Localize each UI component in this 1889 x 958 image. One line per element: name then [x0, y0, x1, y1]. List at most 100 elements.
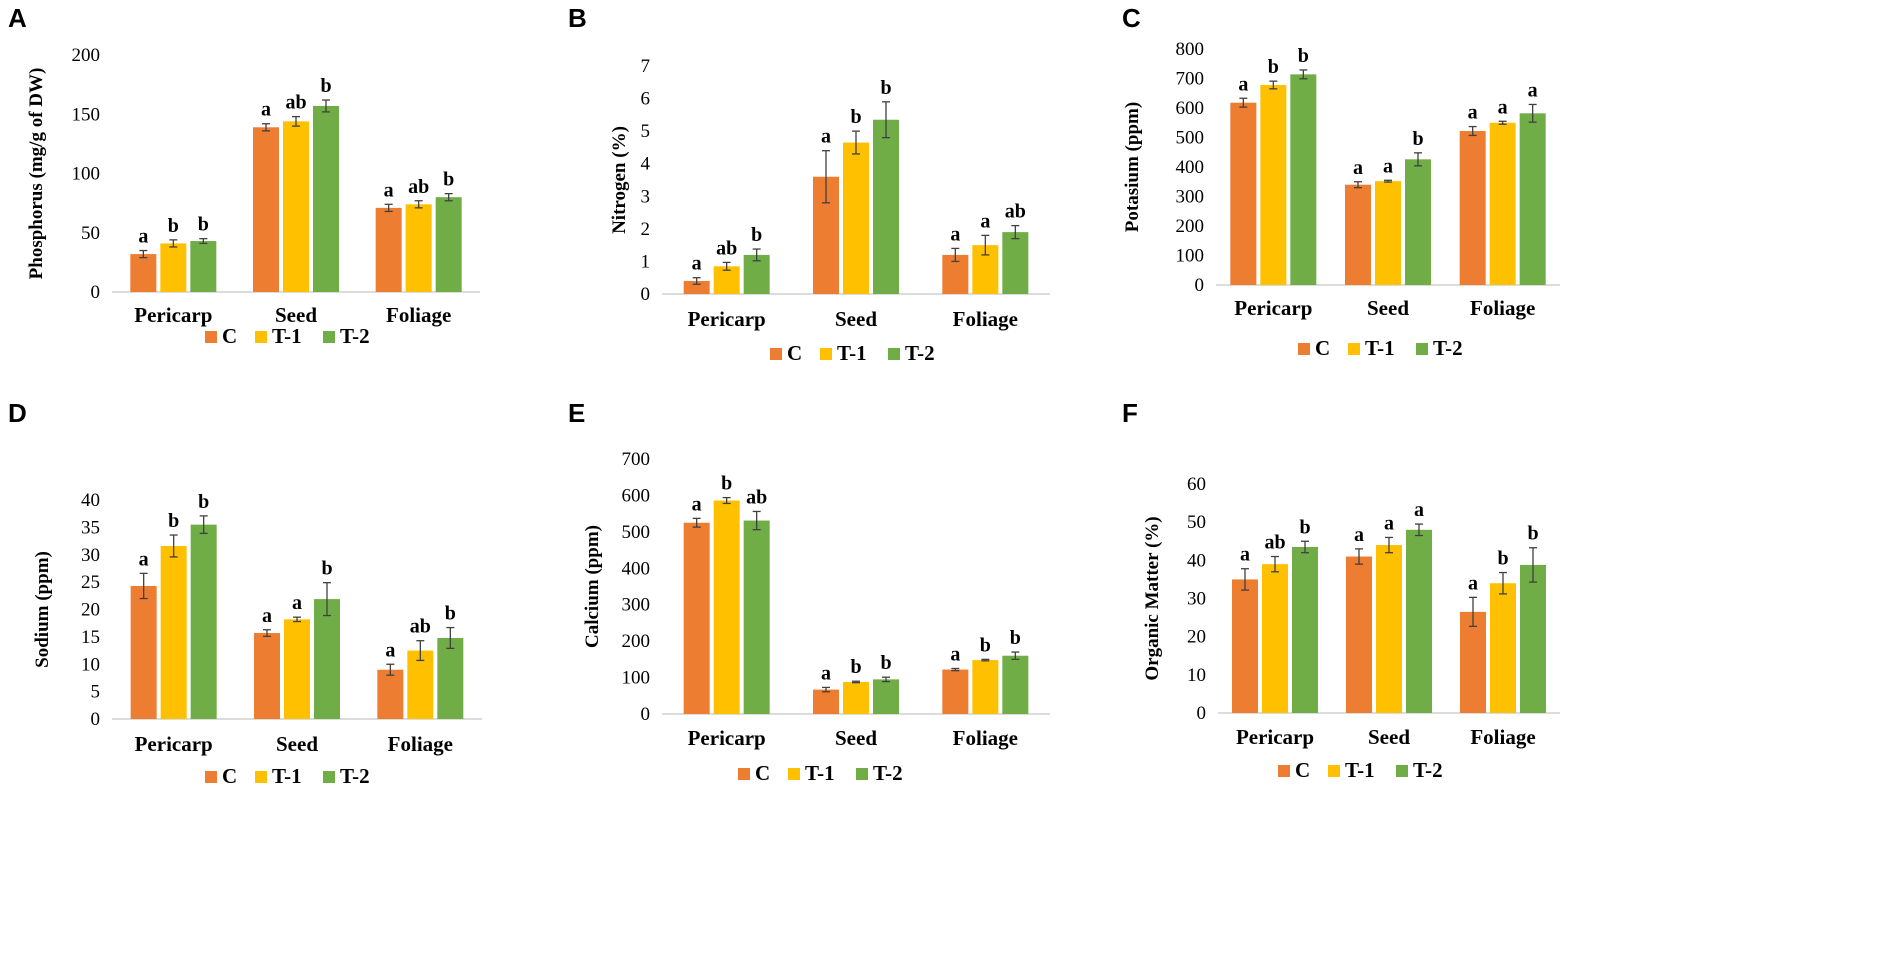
significance-letter: ab: [410, 616, 431, 638]
significance-letter: a: [385, 639, 395, 661]
y-tick-label: 15: [81, 627, 100, 648]
significance-letter: ab: [716, 237, 737, 259]
y-tick-label: 0: [641, 704, 651, 725]
significance-letter: a: [821, 662, 831, 684]
significance-letter: a: [1468, 572, 1478, 594]
bar-t-2: [1002, 232, 1029, 294]
y-tick-label: 200: [72, 45, 101, 66]
significance-letter: b: [443, 169, 454, 191]
category-label: Foliage: [386, 303, 451, 327]
bar-t-1: [1260, 84, 1287, 286]
significance-letter: ab: [746, 486, 767, 508]
y-tick-label: 25: [81, 572, 100, 593]
legend-label: T-2: [905, 341, 935, 365]
significance-letter: a: [1384, 512, 1394, 534]
y-tick-label: 35: [81, 517, 100, 538]
significance-letter: a: [1498, 96, 1508, 118]
panel-letter: E: [568, 398, 585, 428]
significance-letter: b: [198, 491, 209, 513]
legend-label: T-2: [340, 764, 370, 788]
significance-letter: a: [262, 605, 272, 627]
y-tick-label: 800: [1176, 39, 1205, 60]
legend-label: T-2: [873, 761, 903, 785]
category-label: Seed: [1368, 725, 1410, 749]
bar-t-2: [1519, 113, 1546, 285]
y-tick-label: 100: [622, 668, 651, 689]
legend-swatch: [255, 331, 267, 343]
legend-label: T-2: [340, 324, 370, 348]
bar-t-2: [1405, 159, 1431, 285]
significance-letter: b: [1527, 523, 1538, 545]
legend-swatch: [205, 771, 217, 783]
bar-t-1: [160, 243, 187, 292]
y-tick-label: 5: [91, 682, 101, 703]
category-label: Seed: [275, 303, 317, 327]
bar-c: [1230, 102, 1257, 285]
category-label: Pericarp: [1236, 725, 1314, 749]
significance-letter: b: [751, 224, 762, 246]
y-tick-label: 0: [91, 709, 101, 730]
significance-letter: a: [1383, 155, 1393, 177]
y-tick-label: 50: [81, 223, 100, 244]
significance-letter: a: [1528, 79, 1538, 101]
legend-label: C: [787, 341, 802, 365]
y-tick-label: 600: [622, 485, 651, 506]
significance-letter: b: [168, 215, 179, 237]
legend-swatch: [323, 331, 335, 343]
bar-t-2: [743, 254, 770, 294]
legend-swatch: [856, 768, 868, 780]
bar-c: [1345, 184, 1371, 285]
y-tick-label: 300: [622, 595, 651, 616]
legend-swatch: [1416, 343, 1428, 355]
legend-label: T-1: [272, 764, 302, 788]
significance-letter: a: [692, 493, 702, 515]
y-tick-label: 100: [72, 164, 101, 185]
legend-swatch: [738, 768, 750, 780]
significance-letter: b: [980, 634, 991, 656]
legend-swatch: [255, 771, 267, 783]
y-tick-label: 7: [641, 56, 651, 77]
legend-swatch: [820, 348, 832, 360]
significance-letter: b: [1268, 56, 1279, 78]
significance-letter: a: [692, 253, 702, 275]
y-tick-label: 50: [1187, 512, 1206, 533]
legend-swatch: [788, 768, 800, 780]
bar-c: [1346, 556, 1372, 713]
y-tick-label: 100: [1176, 246, 1205, 267]
y-tick-label: 400: [1176, 157, 1205, 178]
bar-t-2: [873, 679, 899, 714]
y-tick-label: 400: [622, 558, 651, 579]
y-tick-label: 0: [1195, 275, 1205, 296]
category-label: Foliage: [953, 307, 1018, 331]
significance-letter: b: [168, 510, 179, 532]
legend-label: T-1: [1365, 336, 1395, 360]
bar-t-1: [1262, 564, 1288, 713]
legend-label: C: [222, 324, 237, 348]
bar-c: [1232, 579, 1258, 713]
significance-letter: b: [880, 652, 891, 674]
bar-t-2: [435, 197, 462, 292]
legend-swatch: [1298, 343, 1310, 355]
panel-letter: B: [568, 3, 587, 33]
panel-letter: C: [1122, 3, 1141, 33]
significance-letter: a: [1353, 157, 1363, 179]
legend-swatch: [323, 771, 335, 783]
category-label: Seed: [1367, 296, 1409, 320]
significance-letter: ab: [285, 92, 306, 114]
y-tick-label: 20: [81, 600, 100, 621]
category-label: Foliage: [953, 726, 1018, 750]
bar-t-1: [1490, 583, 1516, 713]
bar-t-2: [437, 637, 464, 719]
legend-label: C: [1295, 758, 1310, 782]
significance-letter: a: [821, 126, 831, 148]
legend-swatch: [205, 331, 217, 343]
panel-c: C 0 100 200 300 400 500 600 700 800 Potasium (ppm)…: [1122, 3, 1560, 360]
legend-label: C: [222, 764, 237, 788]
category-label: Foliage: [388, 732, 453, 756]
bar-t-1: [160, 545, 187, 719]
y-tick-label: 1: [641, 251, 651, 272]
legend-label: T-1: [272, 324, 302, 348]
